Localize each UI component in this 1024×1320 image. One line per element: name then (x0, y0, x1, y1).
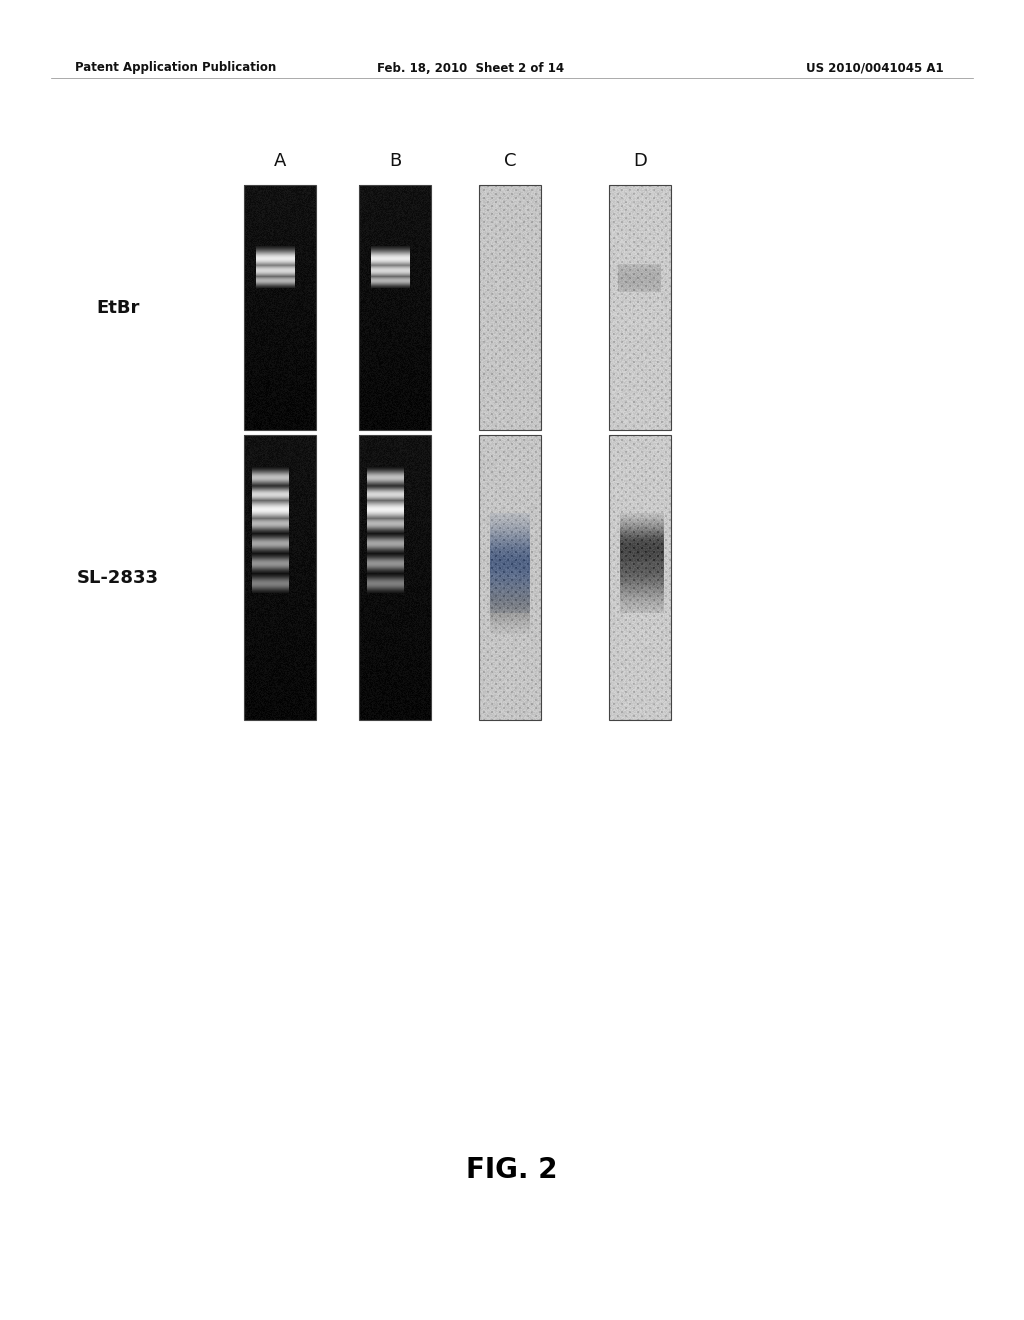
Bar (244, 436, 316, 719)
Bar (479, 185, 541, 430)
Text: EtBr: EtBr (96, 300, 139, 317)
Text: US 2010/0041045 A1: US 2010/0041045 A1 (806, 62, 944, 74)
Bar (609, 436, 671, 719)
Bar (359, 185, 431, 430)
Text: Feb. 18, 2010  Sheet 2 of 14: Feb. 18, 2010 Sheet 2 of 14 (378, 62, 564, 74)
Text: C: C (504, 152, 516, 170)
Text: A: A (273, 152, 286, 170)
Text: Patent Application Publication: Patent Application Publication (75, 62, 276, 74)
Bar (479, 436, 541, 719)
Text: B: B (389, 152, 401, 170)
Bar (359, 436, 431, 719)
Bar (609, 185, 671, 430)
Bar (244, 185, 316, 430)
Text: SL-2833: SL-2833 (77, 569, 159, 587)
Text: D: D (633, 152, 647, 170)
Text: FIG. 2: FIG. 2 (466, 1156, 558, 1184)
